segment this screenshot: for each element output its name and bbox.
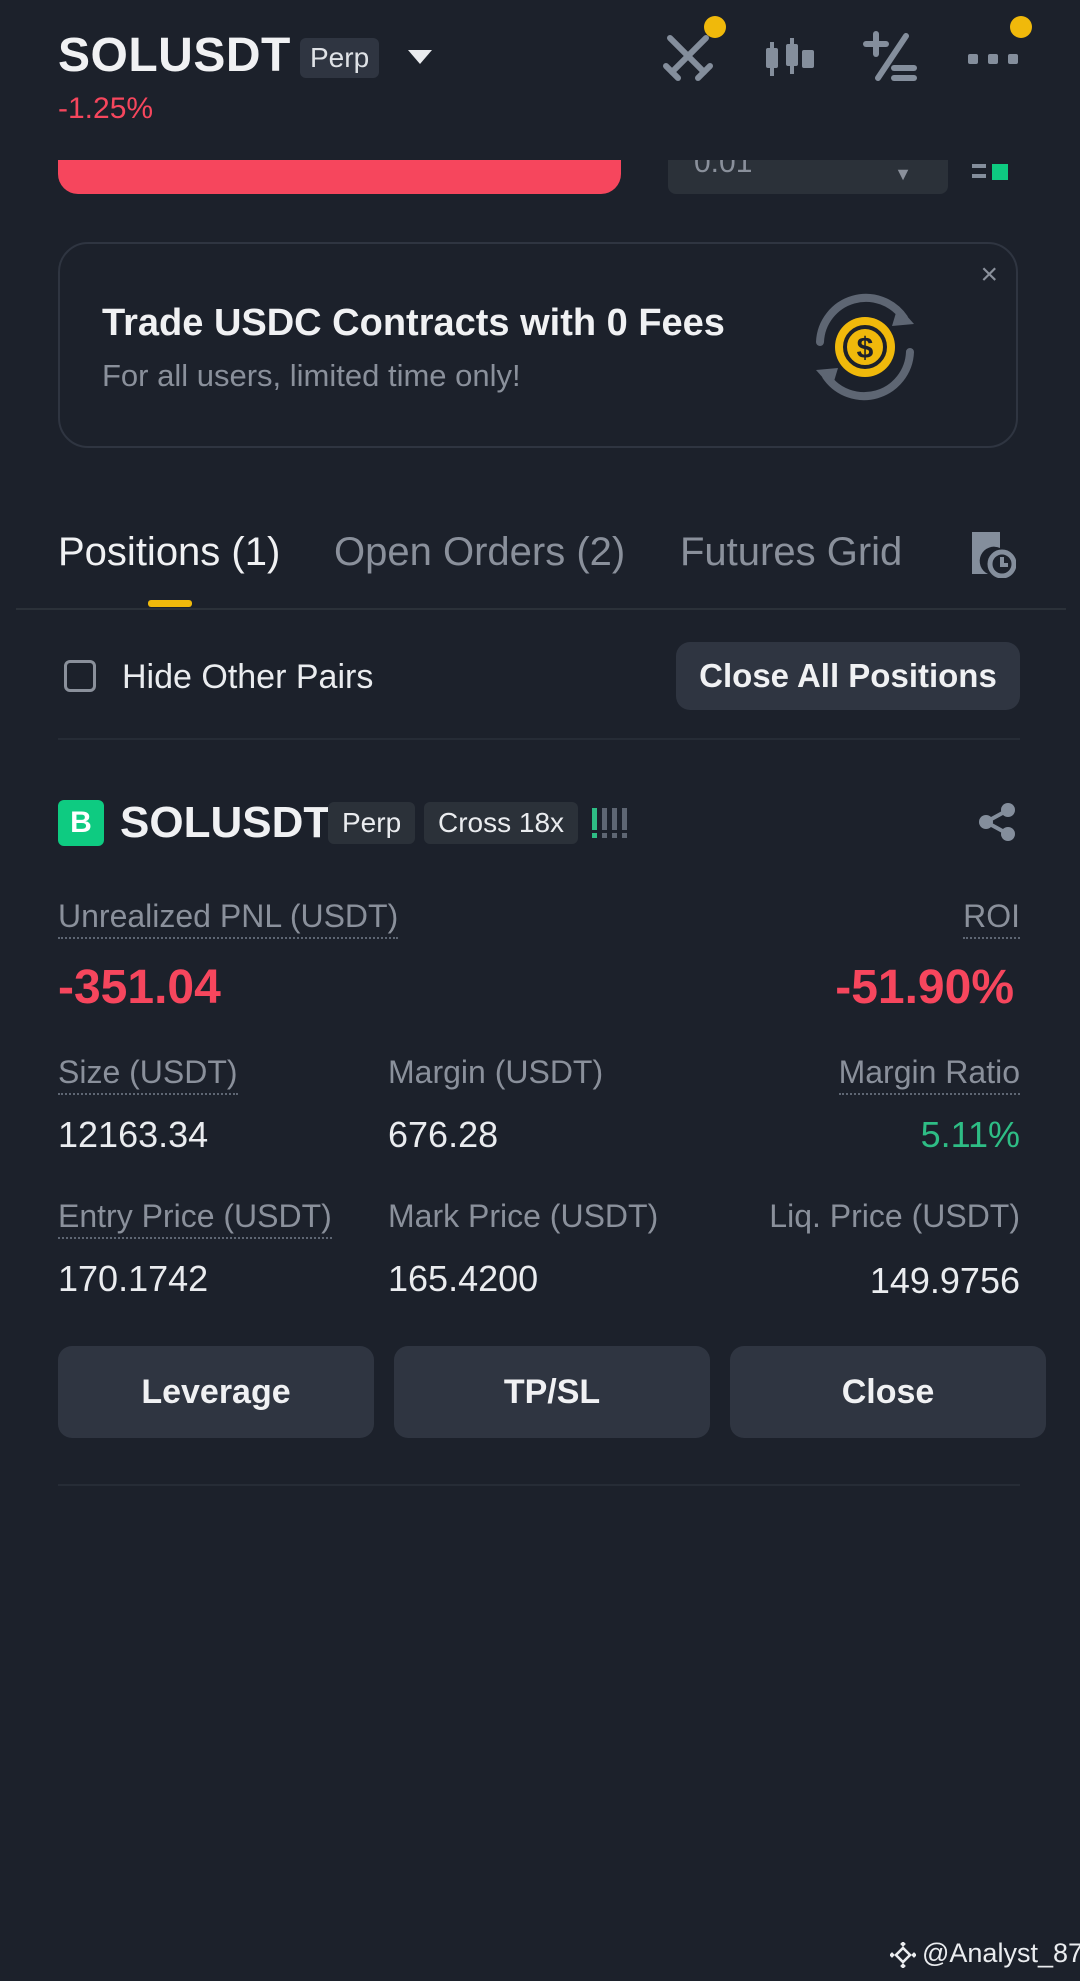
mark-price-value: 165.4200 <box>388 1258 539 1299</box>
roi-value: -51.90% <box>835 961 1014 1014</box>
notification-dot <box>1010 16 1032 38</box>
close-position-button[interactable]: Close <box>730 1346 1046 1438</box>
candlestick-chart-icon[interactable] <box>756 26 820 90</box>
tpsl-button[interactable]: TP/SL <box>394 1346 710 1438</box>
close-all-positions-button[interactable]: Close All Positions <box>676 642 1020 710</box>
quantity-step-select[interactable]: 0.01 ▼ <box>668 146 948 194</box>
tabs-divider <box>16 608 1066 610</box>
liq-price-label: Liq. Price (USDT) <box>769 1198 1020 1234</box>
calculator-icon[interactable] <box>858 26 922 90</box>
mark-price-label: Mark Price (USDT) <box>388 1198 659 1234</box>
unrealized-pnl-value: -351.04 <box>58 961 221 1014</box>
liq-price-value: 149.9756 <box>869 1260 1020 1301</box>
entry-price-value: 170.1742 <box>58 1258 209 1299</box>
price-change-percent: -1.25% <box>58 92 154 125</box>
divider <box>58 738 1020 740</box>
symbol-title[interactable]: SOLUSDT <box>58 29 291 82</box>
tab-open-orders[interactable]: Open Orders (2) <box>334 530 626 574</box>
margin-ratio-value: 5.11% <box>920 1114 1020 1155</box>
svg-text:$: $ <box>857 332 874 365</box>
margin-mode-tag[interactable]: Cross 18x <box>424 802 579 844</box>
hide-other-pairs-label[interactable]: Hide Other Pairs <box>122 658 374 696</box>
tab-futures-grid[interactable]: Futures Grid <box>680 530 903 574</box>
order-book-layout-icon[interactable] <box>972 164 1012 184</box>
binance-logo-icon <box>890 1942 916 1968</box>
chevron-down-icon: ▼ <box>894 164 912 184</box>
size-label[interactable]: Size (USDT) <box>58 1054 238 1095</box>
top-header: SOLUSDT Perp -1.25% <box>0 0 1080 160</box>
promo-title: Trade USDC Contracts with 0 Fees <box>102 302 725 344</box>
margin-label: Margin (USDT) <box>388 1054 604 1090</box>
more-options-icon[interactable] <box>962 26 1026 90</box>
order-history-icon[interactable] <box>968 528 1016 578</box>
watermark-text: @Analyst_87 <box>922 1938 1080 1968</box>
promo-subtitle: For all users, limited time only! <box>102 358 521 393</box>
close-icon[interactable]: × <box>980 258 998 291</box>
buy-side-badge: B <box>58 800 104 846</box>
promo-banner[interactable]: Trade USDC Contracts with 0 Fees For all… <box>58 242 1018 448</box>
position-symbol[interactable]: SOLUSDT <box>120 798 331 847</box>
active-tab-indicator <box>148 600 192 607</box>
contract-type-tag: Perp <box>300 38 380 78</box>
leverage-button[interactable]: Leverage <box>58 1346 374 1438</box>
margin-value: 676.28 <box>388 1114 499 1155</box>
symbol-dropdown-icon[interactable] <box>408 50 432 64</box>
margin-ratio-label[interactable]: Margin Ratio <box>838 1054 1020 1095</box>
unrealized-pnl-label[interactable]: Unrealized PNL (USDT) <box>58 898 399 939</box>
usdc-coin-icon: $ <box>816 293 914 401</box>
share-icon[interactable] <box>978 802 1016 842</box>
sell-short-button[interactable] <box>58 160 621 194</box>
risk-level-icon <box>592 808 627 838</box>
entry-price-label[interactable]: Entry Price (USDT) <box>58 1198 332 1239</box>
hide-other-pairs-checkbox[interactable] <box>64 660 96 692</box>
notification-dot <box>704 16 726 38</box>
divider <box>58 1484 1020 1486</box>
crossed-swords-icon[interactable] <box>656 26 720 90</box>
tab-positions[interactable]: Positions (1) <box>58 530 281 574</box>
roi-label[interactable]: ROI <box>963 898 1020 939</box>
position-contract-tag: Perp <box>328 802 416 844</box>
size-value: 12163.34 <box>58 1114 209 1155</box>
